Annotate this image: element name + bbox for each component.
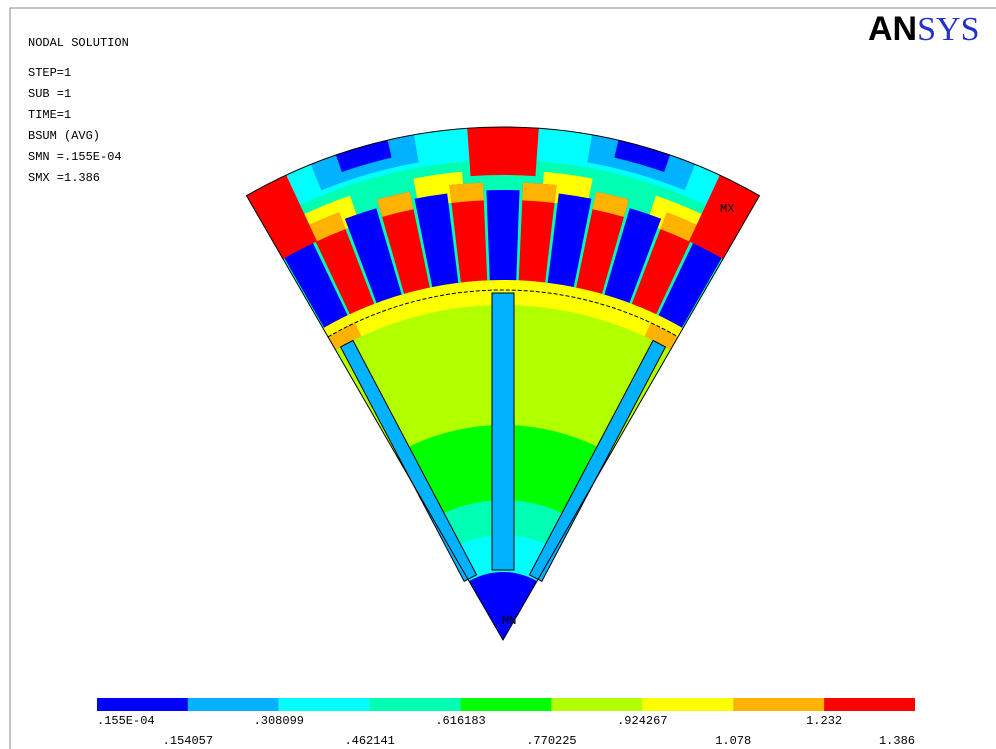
- tooth-tip: [592, 191, 629, 217]
- info-line: STEP=1: [28, 66, 71, 80]
- info-line: SMN =.155E-04: [28, 150, 122, 164]
- legend-label: .616183: [435, 714, 485, 728]
- legend-swatch: [733, 698, 825, 711]
- air-gap-line: [327, 289, 679, 338]
- legend-swatch: [187, 698, 279, 711]
- rotor-rim: [355, 290, 651, 337]
- slot: [414, 193, 459, 292]
- rotor-rim: [644, 322, 678, 350]
- tooth: [449, 182, 488, 288]
- legend-label: .155E-04: [97, 714, 155, 728]
- logo-part: AN: [868, 10, 917, 48]
- legend-label: 1.232: [806, 714, 842, 728]
- slot: [344, 208, 404, 308]
- tooth: [518, 182, 557, 288]
- magnet: [491, 292, 515, 571]
- legend-swatch: [824, 698, 915, 711]
- slot: [279, 234, 350, 332]
- legend-label: .770225: [526, 734, 576, 748]
- legend-label: 1.078: [715, 734, 751, 748]
- legend-swatch: [278, 698, 370, 711]
- min-marker: MN: [502, 614, 516, 628]
- legend-label: 1.386: [879, 734, 915, 748]
- tooth-tip: [449, 182, 484, 204]
- hot-spot: [467, 126, 539, 177]
- plot-title: NODAL SOLUTION: [28, 36, 129, 50]
- tooth-tip: [377, 191, 414, 217]
- slot: [602, 208, 662, 308]
- legend-label: .462141: [344, 734, 394, 748]
- tooth: [308, 212, 376, 319]
- contour-plot: [245, 126, 761, 641]
- magnet: [528, 339, 667, 583]
- hot-spot: [688, 175, 760, 259]
- logo: ANSYS: [868, 10, 979, 48]
- slot: [486, 190, 520, 286]
- logo-part: SYS: [917, 11, 979, 48]
- slot: [547, 193, 592, 292]
- slot: [656, 234, 727, 332]
- max-marker: MX: [720, 202, 734, 216]
- rotor-rim: [328, 322, 362, 350]
- legend-swatch: [460, 698, 552, 711]
- legend-label: .924267: [617, 714, 667, 728]
- tooth-tip: [660, 212, 698, 242]
- hot-spot: [246, 175, 318, 259]
- rotor-core: [469, 572, 537, 640]
- info-block: STEP=1 SUB =1 TIME=1 BSUM (AVG) SMN =.155E-0…: [28, 66, 122, 185]
- yoke-spot: [335, 140, 392, 172]
- tooth-tip: [522, 182, 557, 204]
- legend-swatch: [642, 698, 734, 711]
- info-line: SUB =1: [28, 87, 71, 101]
- info-line: BSUM (AVG): [28, 129, 100, 143]
- legend-label: .154057: [163, 734, 213, 748]
- outline: [245, 126, 761, 641]
- legend-swatch: [97, 698, 188, 711]
- info-line: SMX =1.386: [28, 171, 100, 185]
- legend-swatch: [369, 698, 461, 711]
- magnet: [339, 339, 478, 583]
- legend: .155E-04 .154057 .308099 .462141 .616183 .770…: [97, 698, 915, 748]
- yoke-spot: [614, 140, 671, 172]
- air-gap: [323, 280, 683, 337]
- tooth: [377, 191, 431, 299]
- tooth: [630, 212, 698, 319]
- tooth: [575, 191, 629, 299]
- legend-label: .308099: [254, 714, 304, 728]
- tooth-tip: [308, 212, 346, 242]
- legend-swatch: [551, 698, 643, 711]
- info-line: TIME=1: [28, 108, 71, 122]
